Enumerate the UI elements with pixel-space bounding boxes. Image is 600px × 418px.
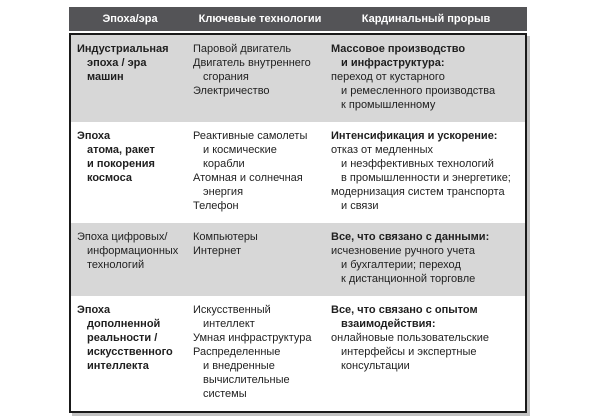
text-line: исчезновение ручного учета <box>331 245 475 257</box>
technology-item: Интернет <box>193 244 327 258</box>
text-line: и космические <box>203 144 277 156</box>
breakthrough-cell: Массовое производство и инфраструктура: пе… <box>331 42 521 112</box>
text-line: консультации <box>341 360 410 372</box>
text-line: Компьютеры <box>193 231 258 243</box>
text-line: и ремесленного производства <box>341 85 496 97</box>
table-row: Эпоха цифровых/информационных технологий К… <box>71 223 525 296</box>
text-line: Паровой двигатель <box>193 43 292 55</box>
text-line: интеллекта <box>87 360 149 372</box>
eras-table: Эпоха/эра Ключевые технологии Кардинальн… <box>69 7 527 413</box>
technology-item: Компьютеры <box>193 230 327 244</box>
table-row: Индустриальная эпоха / эра машин Паровой дв… <box>71 35 525 122</box>
table-header-row: Эпоха/эра Ключевые технологии Кардинальн… <box>69 7 527 31</box>
text-line: Телефон <box>193 200 239 212</box>
text-line: Интенсификация и ускорение: <box>331 130 498 142</box>
text-line: и неэффективных технологий <box>341 158 494 170</box>
text-line: в промышленности и энергетике; <box>341 172 511 184</box>
text-line: Эпоха <box>77 130 111 142</box>
text-line: космоса <box>87 172 132 184</box>
text-line: Все, что связано с данными: <box>331 231 490 243</box>
text-line: Искусственный <box>193 304 271 316</box>
text-line: и внедренные <box>203 360 275 372</box>
breakthrough-item: модернизация систем транспорта и связи <box>331 185 517 213</box>
text-line: к дистанционной торговле <box>341 273 476 285</box>
text-line: искусственного <box>87 346 173 358</box>
text-line: модернизация систем транспорта <box>331 186 505 198</box>
era-cell: Эпоха дополненной реальности / искусственно… <box>71 303 193 401</box>
text-line: Интернет <box>193 245 241 257</box>
text-line: интерфейсы и экспертные <box>341 346 477 358</box>
table-body: Индустриальная эпоха / эра машин Паровой дв… <box>69 33 527 413</box>
breakthrough-cell: Все, что связано с опытом взаимодействия:… <box>331 303 521 401</box>
column-header-era: Эпоха/эра <box>102 13 158 25</box>
text-line: взаимодействия: <box>341 318 436 330</box>
text-line: Все, что связано с опытом <box>331 304 478 316</box>
era-cell: Эпоха атома, ракет и покорения космоса <box>71 129 193 213</box>
text-line: интеллект <box>203 318 255 330</box>
table-row: Эпоха атома, ракет и покорения космоса Реакт… <box>71 122 525 223</box>
technologies-cell: Компьютеры Интернет <box>193 230 331 286</box>
era-cell: Эпоха цифровых/информационных технологий <box>71 230 193 286</box>
text-line: Реактивные самолеты <box>193 130 308 142</box>
technology-item: Атомная и солнечная энергия <box>193 171 327 199</box>
technology-item: Телефон <box>193 199 327 213</box>
text-line: технологий <box>87 259 145 271</box>
text-line: Электричество <box>193 85 270 97</box>
technology-item: Искусственный интеллект <box>193 303 327 331</box>
text-line: Эпоха цифровых/ <box>77 231 168 243</box>
text-line: Умная инфраструктура <box>193 332 312 344</box>
text-line: к промышленному <box>341 99 436 111</box>
technologies-cell: Паровой двигатель Двигатель внутреннего сг… <box>193 42 331 112</box>
text-line: и бухгалтерии; переход <box>341 259 461 271</box>
breakthrough-item: онлайновые пользовательские интерфейсы и … <box>331 331 517 373</box>
technology-item: Паровой двигатель <box>193 42 327 56</box>
text-line: дополненной <box>87 318 161 330</box>
text-line: Массовое производство <box>331 43 466 55</box>
text-line: вычислительные <box>203 374 290 386</box>
text-line: Атомная и солнечная <box>193 172 303 184</box>
breakthrough-item: переход от кустарного и ремесленного прои… <box>331 70 517 112</box>
text-line: Двигатель внутреннего <box>193 57 311 69</box>
breakthrough-title: Массовое производство и инфраструктура: <box>331 42 517 70</box>
breakthrough-title: Все, что связано с опытом взаимодействия: <box>331 303 517 331</box>
technology-item: Электричество <box>193 84 327 98</box>
text-line: и покорения <box>87 158 155 170</box>
technology-item: Реактивные самолеты и космические корабли <box>193 129 327 171</box>
text-line: и инфраструктура: <box>341 57 445 69</box>
breakthrough-cell: Интенсификация и ускорение: отказ от медл… <box>331 129 521 213</box>
text-line: сгорания <box>203 71 249 83</box>
text-line: онлайновые пользовательские <box>331 332 489 344</box>
text-line: Индустриальная <box>77 43 169 55</box>
text-line: и связи <box>341 200 379 212</box>
text-line: информационных <box>87 245 179 257</box>
technology-item: Умная инфраструктура <box>193 331 327 345</box>
text-line: отказ от медленных <box>331 144 433 156</box>
text-line: машин <box>87 71 124 83</box>
text-line: энергия <box>203 186 244 198</box>
breakthrough-title: Все, что связано с данными: <box>331 230 517 244</box>
technology-item: Двигатель внутреннего сгорания <box>193 56 327 84</box>
technology-item: Распределенные и внедренные вычислительные… <box>193 345 327 401</box>
text-line: Эпоха <box>77 304 111 316</box>
breakthrough-item: отказ от медленных и неэффективных технол… <box>331 143 517 185</box>
column-header-technologies: Ключевые технологии <box>198 13 322 25</box>
text-line: атома, ракет <box>87 144 155 156</box>
technologies-cell: Реактивные самолеты и космические корабли А… <box>193 129 331 213</box>
text-line: системы <box>203 388 247 400</box>
text-line: Распределенные <box>193 346 281 358</box>
column-header-breakthrough: Кардинальный прорыв <box>361 13 491 25</box>
text-line: корабли <box>203 158 245 170</box>
text-line: переход от кустарного <box>331 71 445 83</box>
breakthrough-title: Интенсификация и ускорение: <box>331 129 517 143</box>
table-row: Эпоха дополненной реальности / искусственно… <box>71 296 525 411</box>
text-line: реальности / <box>87 332 158 344</box>
breakthrough-cell: Все, что связано с данными: исчезновение … <box>331 230 521 286</box>
text-line: эпоха / эра <box>87 57 147 69</box>
breakthrough-item: исчезновение ручного учета и бухгалтерии;… <box>331 244 517 286</box>
technologies-cell: Искусственный интеллект Умная инфраструкту… <box>193 303 331 401</box>
era-cell: Индустриальная эпоха / эра машин <box>71 42 193 112</box>
